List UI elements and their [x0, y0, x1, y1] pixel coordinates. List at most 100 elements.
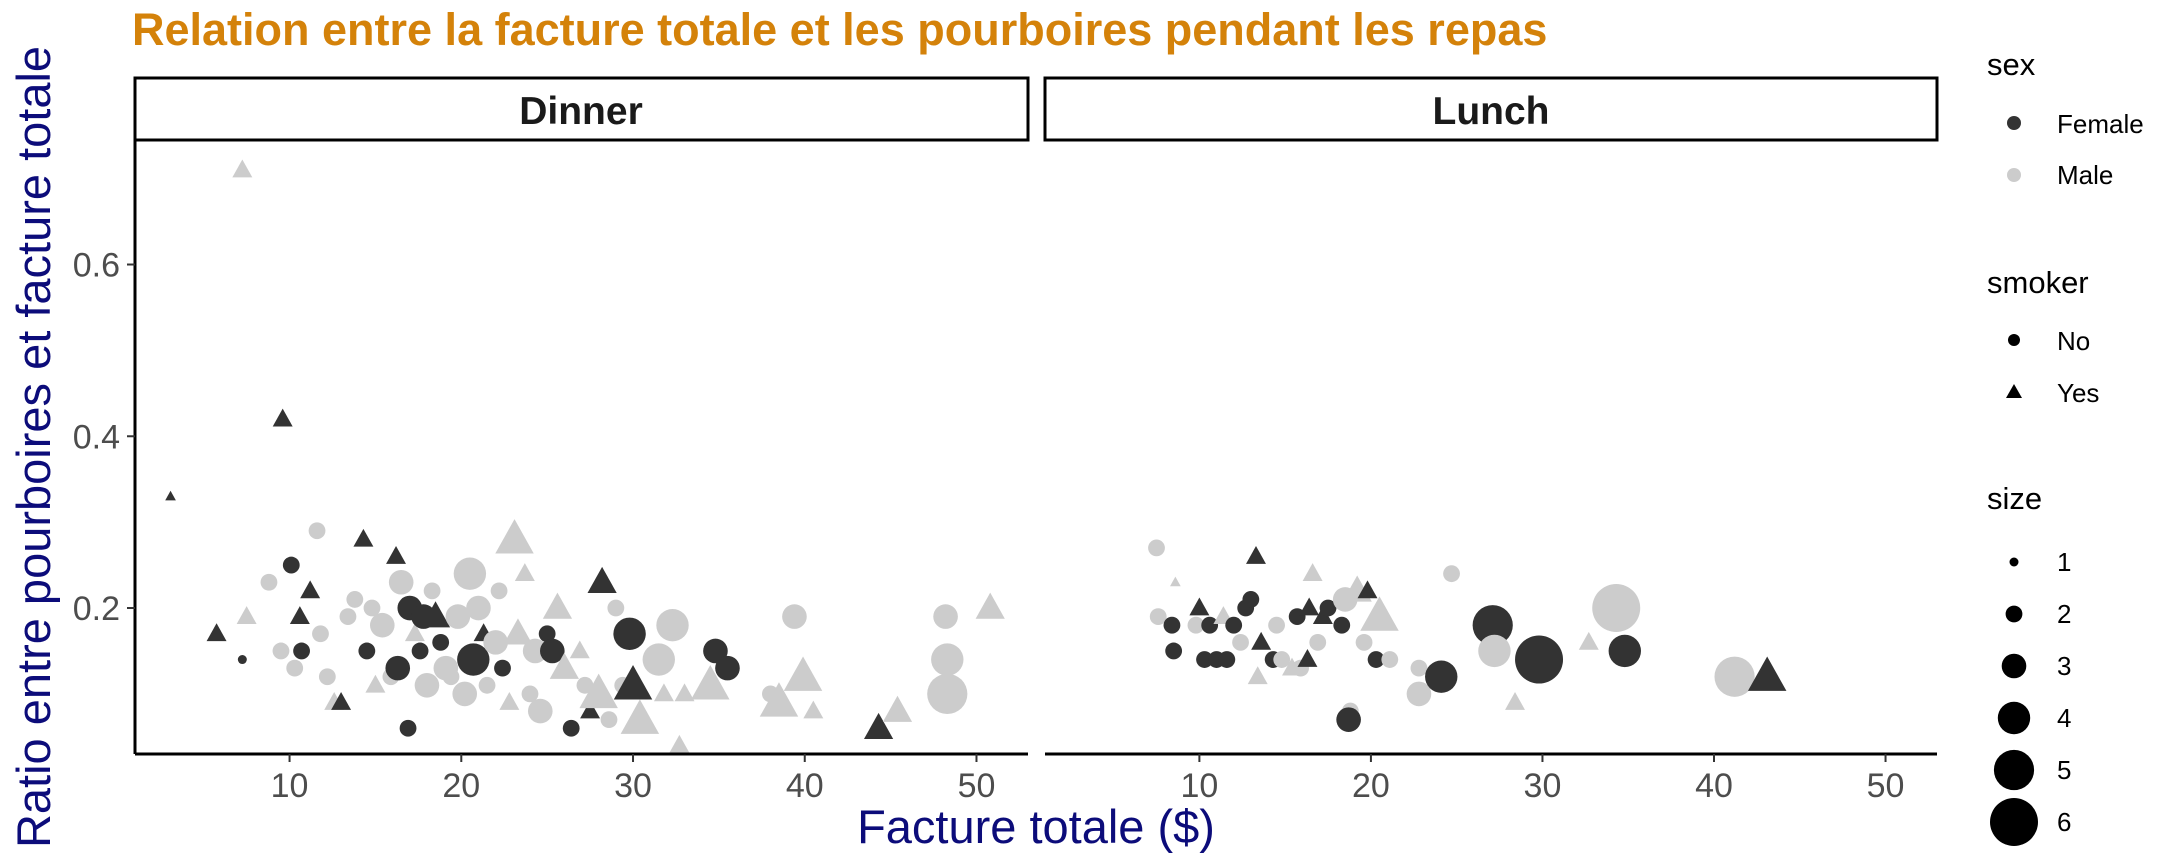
point-dinner-84	[782, 604, 807, 629]
point-dinner-79	[691, 665, 730, 700]
point-dinner-59	[540, 638, 565, 664]
point-dinner-88	[882, 695, 913, 722]
legend-title-size: size	[1987, 481, 2042, 516]
point-dinner-23	[363, 599, 381, 617]
panel-dinner	[165, 159, 1005, 753]
point-lunch-2	[1149, 608, 1167, 626]
point-dinner-49	[490, 582, 508, 600]
point-lunch-39	[1367, 651, 1385, 668]
point-lunch-42	[1410, 659, 1428, 677]
point-dinner-92	[975, 592, 1005, 619]
legend-title-sex: sex	[1987, 47, 2036, 82]
point-lunch-28	[1302, 563, 1323, 582]
point-lunch-9	[1201, 616, 1219, 634]
facet-label-dinner: Dinner	[519, 90, 643, 133]
point-dinner-27	[386, 545, 407, 564]
point-dinner-2	[165, 490, 176, 501]
point-lunch-19	[1251, 631, 1272, 650]
point-dinner-57	[527, 698, 553, 724]
point-dinner-55	[521, 685, 539, 703]
legend-label-size-1: 1	[2057, 547, 2071, 577]
point-lunch-53	[1714, 656, 1755, 697]
point-dinner-6	[308, 522, 326, 540]
point-lunch-43	[1406, 681, 1432, 707]
point-dinner-37	[420, 601, 451, 628]
chart-title: Relation entre la facture totale et les …	[132, 4, 1547, 55]
point-lunch-7	[1189, 597, 1210, 616]
facet-strip-dinner: Dinner	[133, 76, 1030, 142]
point-dinner-63	[569, 640, 590, 659]
point-dinner-22	[358, 642, 376, 660]
y-tick-label-0.6: 0.6	[73, 247, 120, 285]
x-tick-label-dinner-40: 40	[786, 767, 824, 805]
point-dinner-53	[503, 618, 533, 645]
point-dinner-81	[715, 655, 740, 681]
point-dinner-40	[442, 668, 460, 686]
point-lunch-5	[1170, 576, 1181, 587]
point-dinner-14	[300, 580, 321, 599]
point-lunch-14	[1232, 633, 1249, 651]
point-lunch-50	[1578, 631, 1599, 650]
facet-strip-lunch: Lunch	[1043, 76, 1939, 142]
point-dinner-13	[293, 642, 310, 660]
point-dinner-66	[579, 673, 618, 709]
point-lunch-52	[1608, 634, 1642, 668]
point-dinner-33	[411, 642, 429, 660]
point-lunch-4	[1165, 642, 1183, 660]
legend-key-male	[2007, 168, 2021, 182]
point-dinner-58	[538, 625, 556, 643]
legend-key-size-3	[2001, 653, 2027, 679]
y-tick-label-0.4: 0.4	[73, 418, 120, 456]
legend-key-female	[2007, 116, 2021, 130]
point-lunch-3	[1163, 616, 1181, 634]
point-dinner-38	[432, 633, 450, 651]
point-lunch-26	[1297, 649, 1318, 667]
legend-key-no	[2008, 334, 2020, 346]
point-dinner-9	[260, 573, 278, 591]
point-dinner-29	[388, 569, 414, 595]
x-tick-label-lunch-40: 40	[1695, 767, 1733, 805]
point-dinner-64	[576, 676, 594, 694]
point-lunch-45	[1443, 565, 1460, 583]
point-lunch-21	[1268, 616, 1285, 634]
point-dinner-25	[369, 612, 395, 638]
point-dinner-54	[514, 563, 535, 582]
point-dinner-32	[404, 623, 425, 642]
legend-key-yes	[2006, 384, 2022, 398]
point-dinner-15	[312, 625, 329, 643]
legend-size-keys: 1 2 3 4 5 6	[1990, 547, 2071, 846]
legend-key-size-5	[1993, 749, 2035, 791]
x-tick-label-dinner-10: 10	[271, 767, 309, 805]
point-dinner-47	[478, 676, 496, 694]
point-lunch-35	[1336, 707, 1361, 732]
x-tick-label-lunch-50: 50	[1867, 767, 1905, 805]
legend-label-size-3: 3	[2057, 651, 2071, 681]
point-dinner-71	[613, 617, 646, 650]
point-dinner-60	[542, 592, 573, 619]
point-dinner-10	[272, 642, 290, 660]
point-dinner-44	[457, 643, 490, 676]
point-dinner-11	[286, 659, 304, 677]
point-dinner-87	[863, 712, 894, 740]
x-axis-label: Facture totale ($)	[857, 800, 1215, 853]
point-lunch-12	[1218, 651, 1236, 668]
x-tick-label-dinner-30: 30	[614, 767, 652, 805]
point-lunch-37	[1355, 633, 1373, 651]
point-dinner-78	[674, 683, 695, 702]
point-dinner-8	[236, 606, 257, 624]
point-lunch-41	[1381, 651, 1399, 668]
point-lunch-51	[1592, 584, 1641, 633]
point-dinner-91	[927, 673, 968, 714]
point-dinner-85	[783, 656, 823, 691]
point-lunch-49	[1515, 635, 1564, 684]
point-dinner-69	[607, 599, 625, 617]
point-dinner-75	[653, 683, 674, 702]
point-lunch-44	[1425, 660, 1458, 693]
point-dinner-19	[339, 608, 357, 626]
point-lunch-46	[1472, 605, 1513, 646]
point-dinner-20	[346, 591, 364, 608]
point-lunch-30	[1312, 606, 1333, 624]
point-dinner-86	[803, 700, 824, 719]
point-dinner-90	[931, 643, 964, 676]
